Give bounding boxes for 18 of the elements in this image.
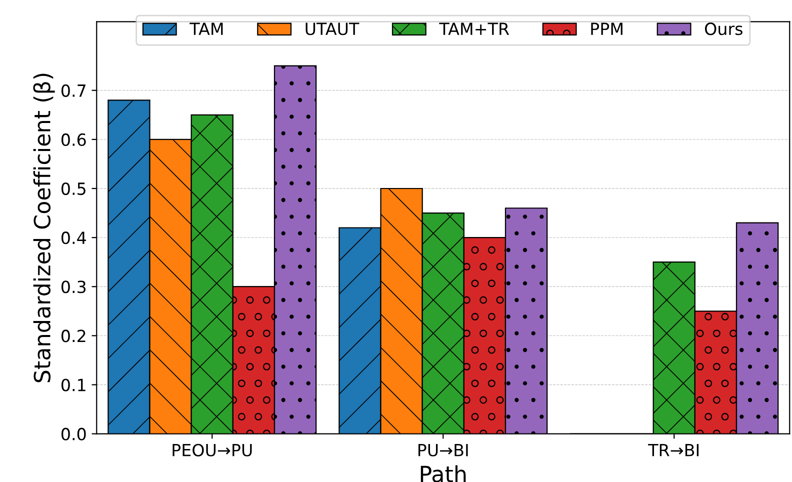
x-tick-label: TR→BI <box>648 444 699 456</box>
x-tick-label: PEOU→PU <box>172 444 252 456</box>
legend-label: PPM <box>591 22 622 35</box>
x-tick-label: PU→BI <box>418 444 468 456</box>
y-tick-label: 0.3 <box>61 280 86 294</box>
y-tick-label: 0.1 <box>61 378 86 392</box>
legend-label: TAM <box>190 22 223 35</box>
y-tick-label: 0.2 <box>61 330 86 342</box>
y-tick-label: 0.4 <box>61 232 86 244</box>
legend-label: UTAUT <box>306 22 360 36</box>
legend-label: Ours <box>704 22 742 36</box>
y-tick-label: 0.7 <box>61 84 86 97</box>
legend-label: TAM+TR <box>439 22 510 35</box>
y-tick-label: 0.6 <box>61 133 86 146</box>
y-tick-label: 0.5 <box>61 182 86 196</box>
x-axis-title: Path <box>420 465 466 482</box>
y-tick-label: 0.0 <box>61 428 86 440</box>
y-axis-title: Standardized Coefficient (β) <box>33 74 55 382</box>
